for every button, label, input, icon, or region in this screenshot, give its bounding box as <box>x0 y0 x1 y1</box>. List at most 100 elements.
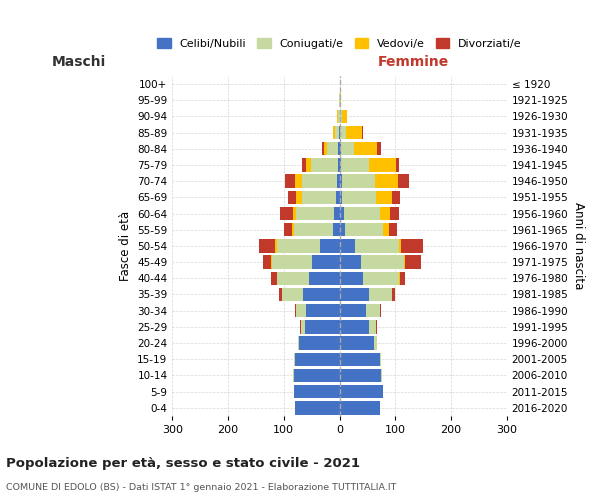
Bar <box>346 126 362 139</box>
Bar <box>277 272 309 285</box>
Bar <box>338 110 340 123</box>
Bar <box>392 288 395 301</box>
Bar <box>322 142 324 156</box>
Bar <box>295 174 302 188</box>
Bar <box>354 142 377 156</box>
Bar <box>344 207 380 220</box>
Bar <box>389 223 397 236</box>
Bar <box>340 240 355 252</box>
Bar <box>336 190 340 204</box>
Bar <box>338 158 340 172</box>
Bar <box>302 190 336 204</box>
Bar <box>342 110 347 123</box>
Bar <box>334 207 340 220</box>
Bar <box>292 223 294 236</box>
Text: COMUNE DI EDOLO (BS) - Dati ISTAT 1° gennaio 2021 - Elaborazione TUTTITALIA.IT: COMUNE DI EDOLO (BS) - Dati ISTAT 1° gen… <box>6 482 397 492</box>
Bar <box>306 304 340 318</box>
Bar <box>355 240 398 252</box>
Bar <box>294 385 340 398</box>
Bar <box>286 174 295 188</box>
Bar <box>277 240 320 252</box>
Text: Femmine: Femmine <box>377 55 449 69</box>
Bar <box>327 142 338 156</box>
Bar <box>405 256 421 268</box>
Bar <box>340 272 363 285</box>
Bar <box>305 158 311 172</box>
Bar <box>368 288 392 301</box>
Bar <box>340 288 368 301</box>
Bar <box>380 352 381 366</box>
Bar <box>296 190 302 204</box>
Bar <box>340 320 368 334</box>
Bar <box>299 336 340 349</box>
Bar <box>340 94 341 107</box>
Bar <box>337 174 340 188</box>
Bar <box>296 207 334 220</box>
Bar <box>295 304 296 318</box>
Bar <box>340 336 374 349</box>
Bar <box>333 126 335 139</box>
Bar <box>340 158 341 172</box>
Bar <box>376 190 392 204</box>
Text: Maschi: Maschi <box>52 55 106 69</box>
Bar <box>340 223 345 236</box>
Bar <box>305 320 340 334</box>
Bar <box>366 304 380 318</box>
Bar <box>295 352 340 366</box>
Bar <box>374 174 398 188</box>
Bar <box>340 401 380 414</box>
Bar <box>295 401 340 414</box>
Bar <box>294 369 340 382</box>
Bar <box>293 207 296 220</box>
Bar <box>368 320 376 334</box>
Bar <box>340 126 346 139</box>
Bar <box>340 369 382 382</box>
Bar <box>401 240 422 252</box>
Bar <box>362 126 363 139</box>
Bar <box>380 207 390 220</box>
Bar <box>320 240 340 252</box>
Bar <box>369 158 396 172</box>
Bar <box>263 256 271 268</box>
Bar <box>341 142 354 156</box>
Bar <box>324 142 327 156</box>
Bar <box>400 272 405 285</box>
Bar <box>380 304 381 318</box>
Bar <box>340 256 361 268</box>
Bar <box>338 142 340 156</box>
Bar <box>302 174 337 188</box>
Bar <box>301 320 305 334</box>
Bar <box>282 288 303 301</box>
Bar <box>340 142 341 156</box>
Bar <box>398 174 409 188</box>
Bar <box>343 174 374 188</box>
Bar <box>340 352 380 366</box>
Bar <box>303 288 340 301</box>
Bar <box>398 240 401 252</box>
Y-axis label: Fasce di età: Fasce di età <box>119 211 131 281</box>
Bar <box>284 223 292 236</box>
Bar <box>343 190 376 204</box>
Bar <box>272 256 311 268</box>
Bar <box>383 223 389 236</box>
Text: Popolazione per età, sesso e stato civile - 2021: Popolazione per età, sesso e stato civil… <box>6 458 360 470</box>
Bar <box>311 256 340 268</box>
Bar <box>311 158 338 172</box>
Bar <box>259 240 275 252</box>
Bar <box>341 158 369 172</box>
Bar <box>340 304 366 318</box>
Bar <box>333 223 340 236</box>
Bar <box>377 142 381 156</box>
Bar <box>275 240 277 252</box>
Bar <box>390 207 399 220</box>
Bar <box>280 207 293 220</box>
Bar <box>392 190 400 204</box>
Bar <box>288 190 296 204</box>
Bar <box>302 158 305 172</box>
Bar <box>404 256 405 268</box>
Bar <box>363 272 399 285</box>
Bar <box>340 190 343 204</box>
Bar <box>335 126 339 139</box>
Bar <box>280 288 282 301</box>
Y-axis label: Anni di nascita: Anni di nascita <box>572 202 585 290</box>
